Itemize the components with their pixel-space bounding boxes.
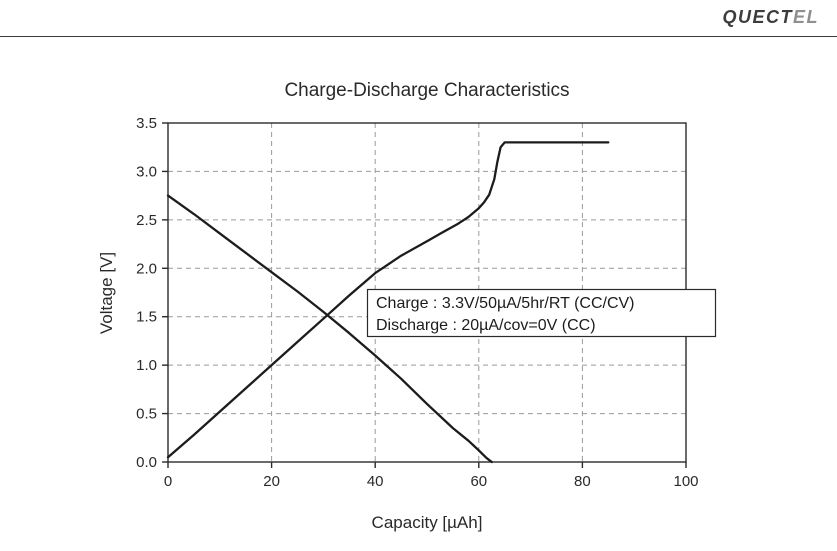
y-tick-label: 0.5 [136, 406, 157, 423]
y-tick-label: 1.0 [136, 357, 157, 374]
charge-curve [166, 141, 610, 459]
annotation: Charge : 3.3V/50µA/5hr/RT (CC/CV) Discha… [366, 288, 717, 338]
discharge-curve [166, 194, 493, 464]
annotation-line-discharge: Discharge : 20µA/cov=0V (CC) [376, 317, 596, 334]
brand-text-primary: QUECT [722, 7, 793, 27]
quectel-logo: QUECTEL [722, 7, 819, 28]
y-tick-label: 0.0 [136, 454, 157, 471]
y-tick-label: 2.5 [136, 212, 157, 229]
header: QUECTEL [0, 0, 837, 37]
x-tick-label: 100 [673, 473, 698, 490]
chart-title: Charge-Discharge Characteristics [284, 80, 569, 101]
y-axis-label: Voltage [V] [97, 252, 116, 334]
x-tick-label: 0 [164, 473, 172, 490]
y-tick-label: 2.0 [136, 260, 157, 277]
x-tick-label: 20 [263, 473, 280, 490]
y-tick-label: 1.5 [136, 309, 157, 326]
x-axis-label: Capacity [µAh] [372, 513, 483, 532]
x-tick-label: 40 [367, 473, 384, 490]
annotation-box [366, 288, 717, 338]
y-tick-label: 3.0 [136, 163, 157, 180]
x-tick-label: 80 [574, 473, 591, 490]
annotation-line-charge: Charge : 3.3V/50µA/5hr/RT (CC/CV) [376, 295, 635, 312]
brand-text-secondary: EL [792, 7, 819, 27]
y-tick-label: 3.5 [136, 115, 157, 132]
plot-area: 0 20 40 60 80 100 0.0 0.5 1.0 1.5 2.0 2.5 3.0 3.5 [136, 115, 698, 490]
x-tick-label: 60 [470, 473, 487, 490]
